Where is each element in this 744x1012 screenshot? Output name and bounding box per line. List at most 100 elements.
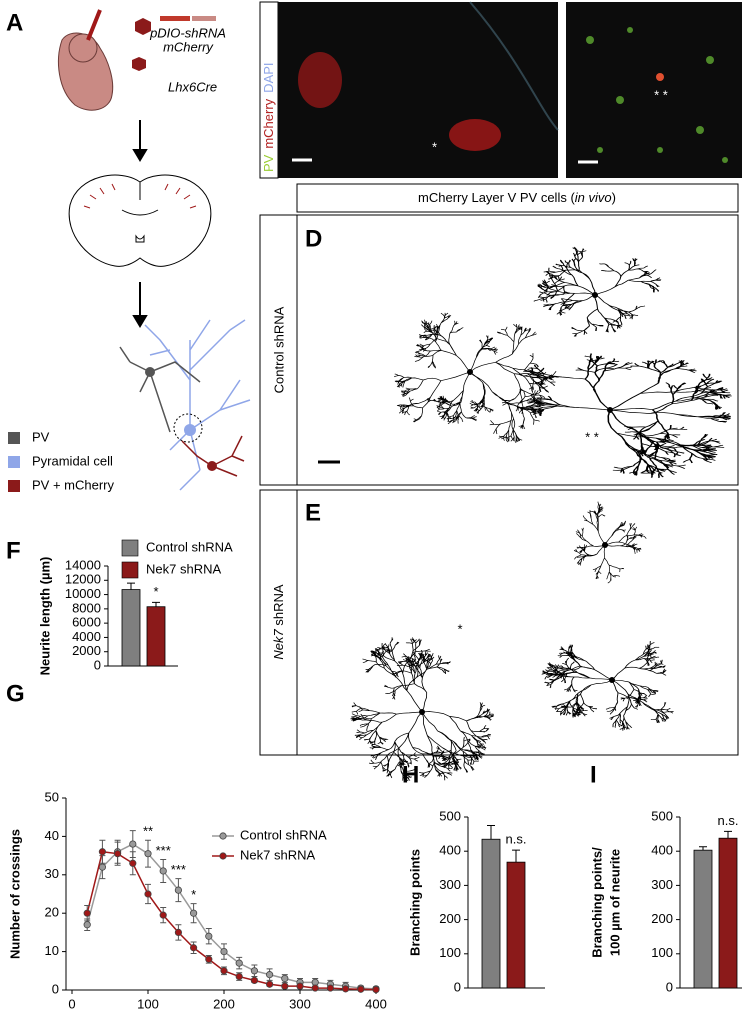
- neuron-tracing: [533, 246, 662, 337]
- header-box: [296, 183, 739, 213]
- point: [159, 867, 167, 875]
- y-tick-label: 400: [439, 843, 461, 858]
- legend-label: Control shRNA: [146, 539, 233, 554]
- marker: * *: [654, 87, 668, 102]
- y-tick-label: 2000: [72, 643, 101, 658]
- y-tick-label: 400: [651, 843, 673, 858]
- point: [144, 850, 152, 858]
- y-tick-label: 6000: [72, 615, 101, 630]
- legend-swatch: [121, 539, 139, 557]
- point: [98, 863, 107, 871]
- soma: [467, 369, 473, 375]
- neuron-tracing: [573, 501, 647, 584]
- header: mCherry Layer V PV cells (in vivo): [418, 190, 616, 205]
- legend-label: Nek7 shRNA: [240, 847, 315, 862]
- construct-label: pDIO-shRNA: [149, 25, 226, 40]
- point: [205, 932, 213, 940]
- point: [114, 850, 122, 858]
- y-axis-label: Branching points: [407, 849, 422, 956]
- error-bar: [487, 825, 495, 840]
- y-axis-label: Neurite length (µm): [37, 557, 52, 676]
- y-tick-label: 14000: [65, 557, 101, 572]
- y-axis-label: Number of crossings: [7, 829, 22, 959]
- reporter-label: mCherry: [163, 39, 214, 54]
- x-tick-label: 300: [289, 996, 311, 1011]
- soma: [592, 292, 598, 298]
- y-tick-label: 200: [651, 911, 673, 926]
- point: [357, 985, 365, 993]
- y-tick-label: 10000: [65, 586, 101, 601]
- header-text: in vivo: [575, 190, 612, 205]
- micrograph: [278, 1, 559, 178]
- point: [250, 976, 258, 985]
- legend-marker: [219, 852, 227, 860]
- row-label: Nek7 shRNA: [271, 584, 286, 659]
- y-tick-label: 100: [651, 945, 673, 960]
- header-text: mCherry Layer V PV cells (: [418, 190, 575, 205]
- point: [190, 944, 198, 952]
- significance: ***: [156, 843, 171, 858]
- panel-frame: [296, 214, 739, 486]
- y-tick-label: 10: [45, 943, 59, 958]
- legend-swatch: [8, 456, 20, 468]
- bar: [506, 861, 526, 989]
- row-label-part: shRNA: [271, 584, 286, 629]
- y-tick-label: 300: [439, 877, 461, 892]
- y-tick-label: 0: [52, 981, 59, 996]
- y-tick-label: 0: [666, 979, 673, 994]
- legend-label: Control shRNA: [240, 827, 327, 842]
- point: [235, 972, 243, 981]
- legend-label: Nek7 shRNA: [146, 561, 221, 576]
- y-tick-label: 12000: [65, 572, 101, 587]
- soma: [609, 677, 615, 683]
- neuron-tracings: [350, 246, 732, 782]
- point: [220, 967, 228, 975]
- brain-section: [68, 174, 212, 267]
- y-tick-label: 0: [454, 979, 461, 994]
- point: [83, 909, 91, 917]
- point: [372, 986, 380, 994]
- neuron-tracing: [541, 641, 674, 731]
- panel-label: G: [6, 680, 25, 707]
- stain-label: PV: [261, 154, 276, 172]
- panel-label: D: [305, 225, 322, 252]
- point: [205, 955, 213, 963]
- panel-label: H: [402, 761, 419, 788]
- error-bar: [724, 830, 732, 839]
- series-line: [86, 850, 377, 991]
- point: [281, 974, 289, 983]
- bar: [121, 589, 141, 667]
- x-tick-label: 400: [365, 996, 387, 1011]
- stain-labels: PV mCherry DAPI: [261, 62, 276, 172]
- row-label-part: Nek7: [271, 628, 286, 659]
- point: [265, 971, 274, 979]
- legend-marker: [219, 832, 227, 840]
- header-text: ): [612, 190, 616, 205]
- soma: [607, 407, 613, 413]
- point: [311, 984, 319, 992]
- panel-label: E: [305, 499, 321, 526]
- panel-frame: [296, 489, 739, 756]
- y-tick-label: 500: [651, 808, 673, 823]
- point: [190, 909, 198, 917]
- legend-swatch: [8, 480, 20, 492]
- marker: *: [457, 621, 462, 636]
- panel-label: I: [590, 761, 597, 788]
- error-bar: [699, 846, 707, 851]
- legend-text: PV: [32, 429, 50, 444]
- significance: *: [153, 584, 158, 599]
- bar: [146, 606, 166, 667]
- legend-swatch: [8, 432, 20, 444]
- y-tick-label: 20: [45, 905, 59, 920]
- panel-label: A: [6, 9, 23, 36]
- legend-text: Pyramidal cell: [32, 453, 113, 468]
- y-tick-label: 50: [45, 789, 59, 804]
- point: [281, 982, 289, 990]
- point: [250, 967, 258, 975]
- point: [129, 859, 137, 867]
- point: [326, 984, 334, 992]
- mouse-label: Lhx6Cre: [168, 79, 217, 94]
- y-tick-label: 500: [439, 808, 461, 823]
- point: [129, 840, 137, 848]
- point: [296, 982, 304, 990]
